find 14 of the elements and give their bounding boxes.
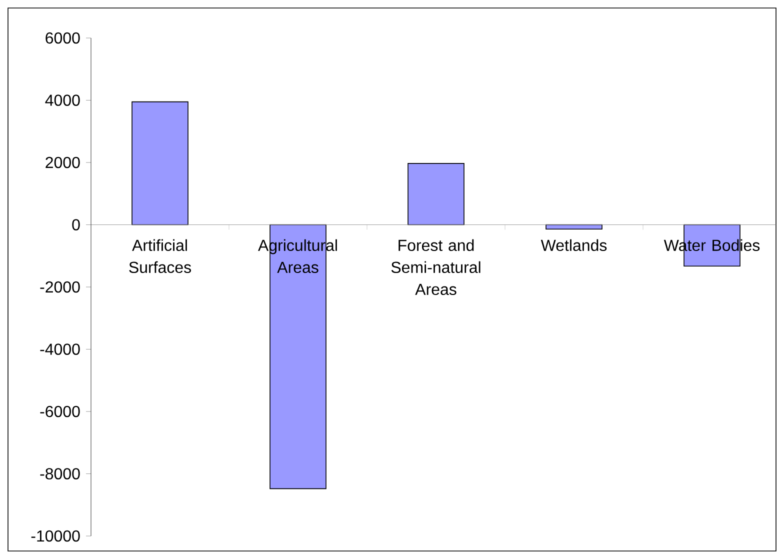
x-tick-label: Artificial Surfaces	[129, 239, 191, 274]
x-tick-label: Forest and Semi-natural Areas	[391, 239, 480, 296]
bar	[132, 101, 188, 226]
y-tick-label: 2000	[46, 156, 80, 168]
y-tick-label: -4000	[40, 344, 80, 355]
y-tick-label: -10000	[31, 530, 80, 542]
y-tick-label: -2000	[40, 281, 80, 293]
y-tick-label: 4000	[45, 94, 80, 106]
y-tick-label: 6000	[46, 32, 80, 44]
x-tick-label: Wetlands	[540, 239, 607, 252]
y-tick-label: 0	[72, 219, 80, 230]
y-tick-label: -8000	[40, 468, 80, 480]
y-tick-label: -6000	[40, 406, 80, 418]
bar	[408, 163, 464, 226]
